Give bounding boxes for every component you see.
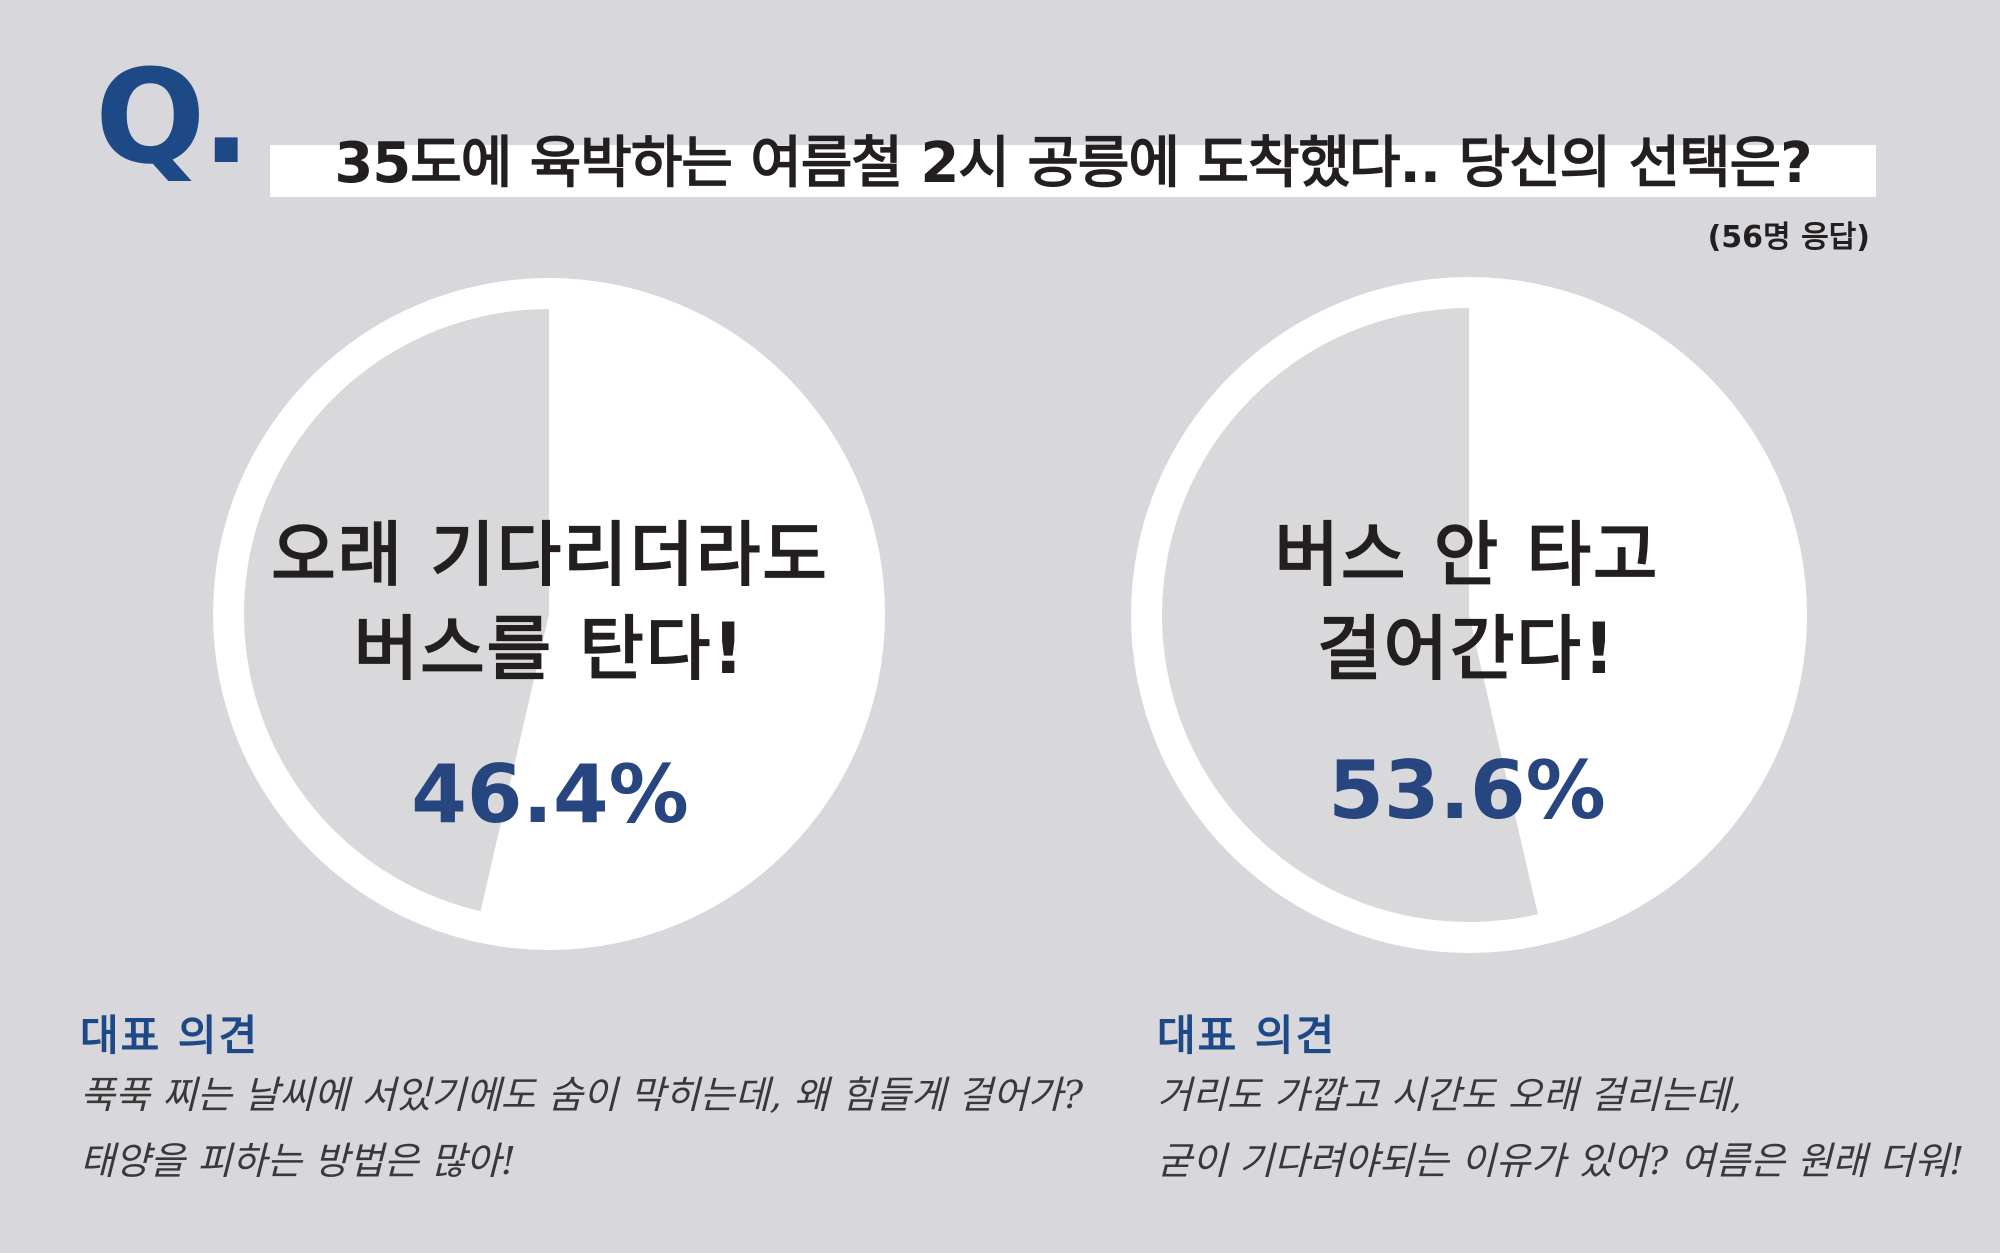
pie-chart-right [1131, 277, 1807, 953]
opinion-left-line-2: 태양을 피하는 방법은 많아! [80, 1139, 517, 1183]
pie-right-slice-option [1162, 308, 1538, 923]
pie-left-percent: 46.4% [411, 748, 689, 841]
opinion-left-line-1: 푹푹 찌는 날씨에 서있기에도 숨이 막히는데, 왜 힘들게 걸어가? [80, 1073, 1084, 1117]
opinion-left-text: 푹푹 찌는 날씨에 서있기에도 숨이 막히는데, 왜 힘들게 걸어가? 태양을 … [80, 1062, 1083, 1194]
opinion-right-text: 거리도 가깝고 시간도 오래 걸리는데, 굳이 기다려야되는 이유가 있어? 여… [1157, 1062, 1964, 1194]
pie-right-option-line-2: 걸어간다! [1317, 608, 1617, 690]
pie-right-percent: 53.6% [1328, 744, 1606, 837]
pie-right-option-line-1: 버스 안 타고 [1274, 514, 1660, 596]
pie-left-option-line-1: 오래 기다리더라도 [271, 514, 829, 596]
title-highlight-bar [270, 145, 1876, 197]
opinion-left-heading: 대표 의견 [80, 1011, 260, 1060]
pie-left-option-label: 오래 기다리더라도 버스를 탄다! [230, 508, 870, 696]
question-title: 35도에 육박하는 여름철 2시 공릉에 도착했다.. 당신의 선택은? [334, 131, 1812, 196]
opinion-right-line-2: 굳이 기다려야되는 이유가 있어? 여름은 원래 더워! [1157, 1139, 1965, 1183]
opinion-right-heading: 대표 의견 [1157, 1011, 1337, 1060]
pie-right-option-label: 버스 안 타고 걸어간다! [1147, 508, 1787, 696]
q-mark: Q. [95, 41, 251, 193]
opinion-right-line-1: 거리도 가깝고 시간도 오래 걸리는데, [1157, 1073, 1742, 1117]
respondent-count: (56명 응답) [1707, 220, 1870, 255]
pie-chart-left [213, 278, 885, 950]
pie-left-slice-option [244, 309, 549, 912]
pie-left-option-line-2: 버스를 탄다! [353, 608, 747, 690]
